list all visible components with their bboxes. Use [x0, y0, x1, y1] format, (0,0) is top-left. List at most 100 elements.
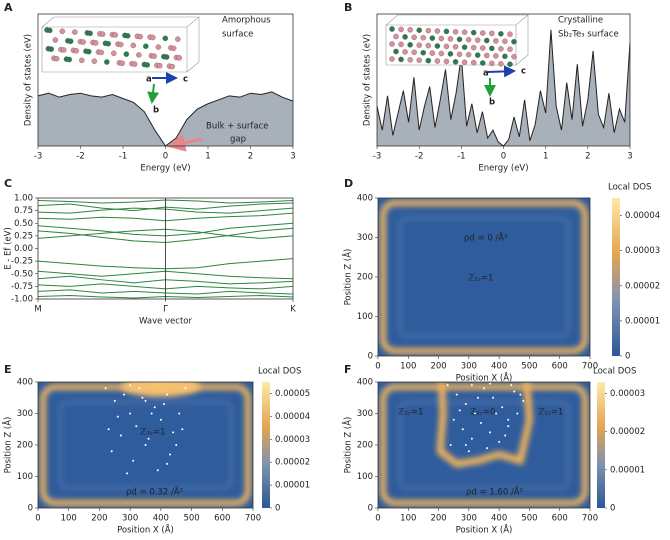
atom	[130, 42, 137, 49]
x-tick-label: 1	[205, 152, 210, 162]
arrow	[167, 134, 203, 152]
atom	[150, 34, 156, 41]
defect-point	[464, 403, 467, 406]
ldos-edge	[380, 200, 588, 354]
annotation: surface	[222, 30, 253, 40]
annotation: ρd = 1.60 /Å²	[466, 486, 523, 498]
colorbar-tick-label: 0.00005	[275, 389, 310, 399]
arrow	[147, 83, 160, 104]
atom	[461, 59, 468, 65]
colorbar-label: Local DOS	[258, 367, 301, 377]
atom	[411, 49, 417, 56]
atom	[438, 35, 445, 42]
defect-point	[166, 393, 168, 396]
x-tick-label: 700	[245, 514, 261, 524]
atom	[456, 36, 463, 43]
x-tick-label: K	[290, 305, 296, 315]
x-tick-label: 3	[290, 152, 295, 162]
colorbar-tick-label: 0.00003	[275, 435, 310, 445]
defect-point	[144, 399, 147, 402]
defect-point	[461, 428, 464, 431]
atom	[498, 31, 504, 37]
atom	[474, 52, 481, 58]
atom	[398, 56, 404, 63]
atom	[104, 59, 110, 65]
y-tick-label: 0.50	[14, 219, 33, 229]
atom	[48, 46, 54, 52]
defect-point	[473, 412, 476, 415]
annotation: a	[146, 75, 152, 85]
defect-point	[166, 462, 168, 465]
y-tick-label: 200	[17, 441, 33, 451]
x-axis-label: Position X (Å)	[456, 372, 513, 384]
atom	[429, 50, 436, 56]
defect-point	[181, 428, 184, 431]
x-tick-label: -2	[76, 152, 84, 162]
defect-point	[498, 440, 501, 443]
atom	[393, 48, 399, 55]
defect-point	[455, 393, 458, 396]
atom	[489, 30, 495, 37]
atom	[411, 34, 417, 41]
atom	[502, 53, 508, 60]
panel-letter: B	[344, 1, 352, 14]
atom	[86, 48, 92, 55]
y-tick-label: 0.75	[14, 206, 33, 216]
defect-point	[476, 396, 479, 399]
atom	[52, 37, 59, 43]
atom	[484, 37, 490, 44]
atom	[393, 33, 399, 40]
atom	[507, 31, 513, 37]
defect-point	[169, 453, 172, 456]
colorbar-tick-label: 0.00003	[610, 389, 645, 399]
annotation: b	[153, 106, 159, 116]
ldos-map	[378, 382, 590, 508]
y-tick-label: 0	[368, 504, 373, 514]
defect-point	[147, 437, 150, 440]
atom	[425, 57, 432, 64]
ldos-edge	[380, 384, 588, 506]
atom	[407, 42, 413, 48]
atom	[498, 61, 504, 67]
defect-point	[458, 409, 461, 412]
annotation: Amorphous	[222, 16, 271, 26]
ldos-map	[378, 198, 590, 356]
annotation: ℤ₂ₛ=1	[468, 274, 493, 284]
defect-point	[162, 403, 165, 406]
colorbar-tick-label: 0.00002	[275, 458, 310, 468]
defect-point	[129, 412, 132, 415]
y-tick-label: 1.00	[14, 194, 33, 204]
atom	[155, 44, 162, 50]
atom	[73, 48, 79, 54]
dos-area	[38, 91, 293, 146]
annotation: Crystalline	[558, 16, 603, 26]
y-tick-label: 0	[368, 352, 373, 362]
panel-letter: E	[4, 363, 12, 376]
atom	[123, 51, 130, 57]
x-tick-label: 600	[552, 362, 568, 372]
x-tick-label: 700	[582, 362, 598, 372]
y-axis-label: Position Z (Å)	[342, 249, 354, 306]
atom	[434, 58, 441, 64]
x-tick-label: 300	[461, 514, 477, 524]
defect-point	[513, 390, 516, 393]
atom	[80, 39, 86, 45]
colorbar	[597, 382, 605, 508]
atom	[447, 36, 454, 42]
atom	[447, 51, 454, 57]
atom	[118, 41, 124, 48]
defect-point	[510, 384, 513, 387]
x-tick-label: 600	[552, 514, 568, 524]
atom	[465, 51, 472, 58]
atom	[480, 60, 486, 66]
ldos-map	[38, 382, 253, 508]
ldos-inner	[58, 400, 233, 490]
annotation: ℤ₂ₛ=1	[398, 408, 423, 418]
atom	[434, 28, 441, 34]
defect-point	[107, 428, 110, 431]
colorbar-tick-label: 0	[275, 504, 280, 514]
defect-point	[486, 447, 489, 450]
ldos-bg	[378, 198, 590, 356]
atom	[91, 58, 98, 64]
atom	[389, 41, 395, 47]
